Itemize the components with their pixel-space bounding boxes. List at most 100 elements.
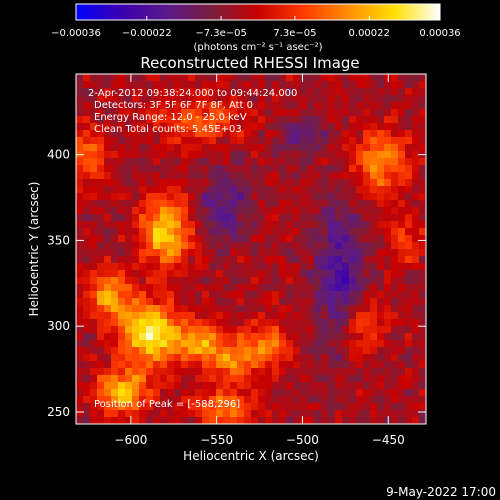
heatmap-cell bbox=[377, 312, 385, 320]
heatmap-cell bbox=[384, 144, 392, 152]
heatmap-cell bbox=[202, 186, 210, 194]
heatmap-cell bbox=[146, 74, 154, 82]
heatmap-cell bbox=[174, 277, 182, 285]
heatmap-cell bbox=[377, 396, 385, 404]
heatmap-cell bbox=[293, 88, 301, 96]
heatmap-cell bbox=[349, 333, 357, 341]
heatmap-cell bbox=[335, 179, 343, 187]
heatmap-cell bbox=[272, 347, 280, 355]
heatmap-cell bbox=[244, 200, 252, 208]
heatmap-cell bbox=[139, 354, 147, 362]
heatmap-cell bbox=[230, 193, 238, 201]
heatmap-cell bbox=[104, 74, 112, 82]
heatmap-cell bbox=[83, 312, 91, 320]
heatmap-cell bbox=[188, 81, 196, 89]
heatmap-cell bbox=[391, 417, 399, 425]
heatmap-cell bbox=[188, 221, 196, 229]
heatmap-cell bbox=[279, 81, 287, 89]
heatmap-cell bbox=[195, 186, 203, 194]
annotation-clean-counts: Clean Total counts: 5.45E+03 bbox=[94, 124, 242, 135]
heatmap-cell bbox=[97, 347, 105, 355]
heatmap-cell bbox=[328, 137, 336, 145]
heatmap-cell bbox=[104, 165, 112, 173]
heatmap-cell bbox=[398, 74, 406, 82]
heatmap-cell bbox=[391, 130, 399, 138]
heatmap-cell bbox=[314, 81, 322, 89]
heatmap-cell bbox=[76, 165, 84, 173]
heatmap-cell bbox=[384, 81, 392, 89]
heatmap-cell bbox=[230, 172, 238, 180]
heatmap-cell bbox=[384, 109, 392, 117]
heatmap-cell bbox=[223, 277, 231, 285]
heatmap-cell bbox=[335, 242, 343, 250]
heatmap-cell bbox=[174, 179, 182, 187]
heatmap-cell bbox=[328, 207, 336, 215]
heatmap-cell bbox=[335, 158, 343, 166]
heatmap-cell bbox=[321, 123, 329, 131]
heatmap-cell bbox=[230, 284, 238, 292]
heatmap-cell bbox=[377, 228, 385, 236]
heatmap-cell bbox=[174, 333, 182, 341]
heatmap-cell bbox=[286, 74, 294, 82]
heatmap-cell bbox=[405, 235, 413, 243]
heatmap-cell bbox=[328, 172, 336, 180]
heatmap-cell bbox=[97, 116, 105, 124]
heatmap-cell bbox=[132, 389, 140, 397]
heatmap-cell bbox=[223, 158, 231, 166]
heatmap-cell bbox=[370, 228, 378, 236]
heatmap-cell bbox=[398, 375, 406, 383]
heatmap-cell bbox=[97, 256, 105, 264]
heatmap-cell bbox=[244, 403, 252, 411]
heatmap-cell bbox=[146, 249, 154, 257]
heatmap-cell bbox=[237, 221, 245, 229]
heatmap-cell bbox=[181, 326, 189, 334]
heatmap-cell bbox=[328, 158, 336, 166]
heatmap-cell bbox=[111, 249, 119, 257]
heatmap-cell bbox=[328, 263, 336, 271]
heatmap-cell bbox=[97, 179, 105, 187]
heatmap-cell bbox=[405, 326, 413, 334]
heatmap-cell bbox=[321, 130, 329, 138]
heatmap-cell bbox=[223, 347, 231, 355]
heatmap-cell bbox=[391, 326, 399, 334]
heatmap-cell bbox=[328, 312, 336, 320]
heatmap-cell bbox=[195, 123, 203, 131]
heatmap-cell bbox=[216, 263, 224, 271]
heatmap-cell bbox=[153, 116, 161, 124]
heatmap-cell bbox=[265, 242, 273, 250]
heatmap-cell bbox=[342, 95, 350, 103]
heatmap-cell bbox=[300, 137, 308, 145]
heatmap-cell bbox=[251, 221, 259, 229]
heatmap-cell bbox=[286, 347, 294, 355]
heatmap-cell bbox=[265, 172, 273, 180]
heatmap-cell bbox=[237, 200, 245, 208]
heatmap-cell bbox=[321, 249, 329, 257]
heatmap-cell bbox=[251, 102, 259, 110]
heatmap-cell bbox=[118, 263, 126, 271]
heatmap-cell bbox=[139, 186, 147, 194]
heatmap-cell bbox=[97, 165, 105, 173]
heatmap-cell bbox=[118, 382, 126, 390]
heatmap-cell bbox=[370, 81, 378, 89]
heatmap-cell bbox=[139, 179, 147, 187]
heatmap-cell bbox=[363, 102, 371, 110]
heatmap-cell bbox=[328, 193, 336, 201]
heatmap-cell bbox=[244, 207, 252, 215]
heatmap-cell bbox=[160, 116, 168, 124]
heatmap-cell bbox=[363, 179, 371, 187]
heatmap-cell bbox=[167, 200, 175, 208]
heatmap-cell bbox=[335, 74, 343, 82]
heatmap-cell bbox=[174, 193, 182, 201]
heatmap-cell bbox=[293, 403, 301, 411]
heatmap-cell bbox=[160, 123, 168, 131]
heatmap-cell bbox=[160, 417, 168, 425]
heatmap-cell bbox=[111, 179, 119, 187]
heatmap-cell bbox=[111, 291, 119, 299]
heatmap-cell bbox=[335, 235, 343, 243]
heatmap-cell bbox=[160, 396, 168, 404]
heatmap-cell bbox=[363, 228, 371, 236]
heatmap-cell bbox=[405, 228, 413, 236]
heatmap-cell bbox=[118, 319, 126, 327]
heatmap-cell bbox=[223, 221, 231, 229]
heatmap-cell bbox=[419, 270, 427, 278]
